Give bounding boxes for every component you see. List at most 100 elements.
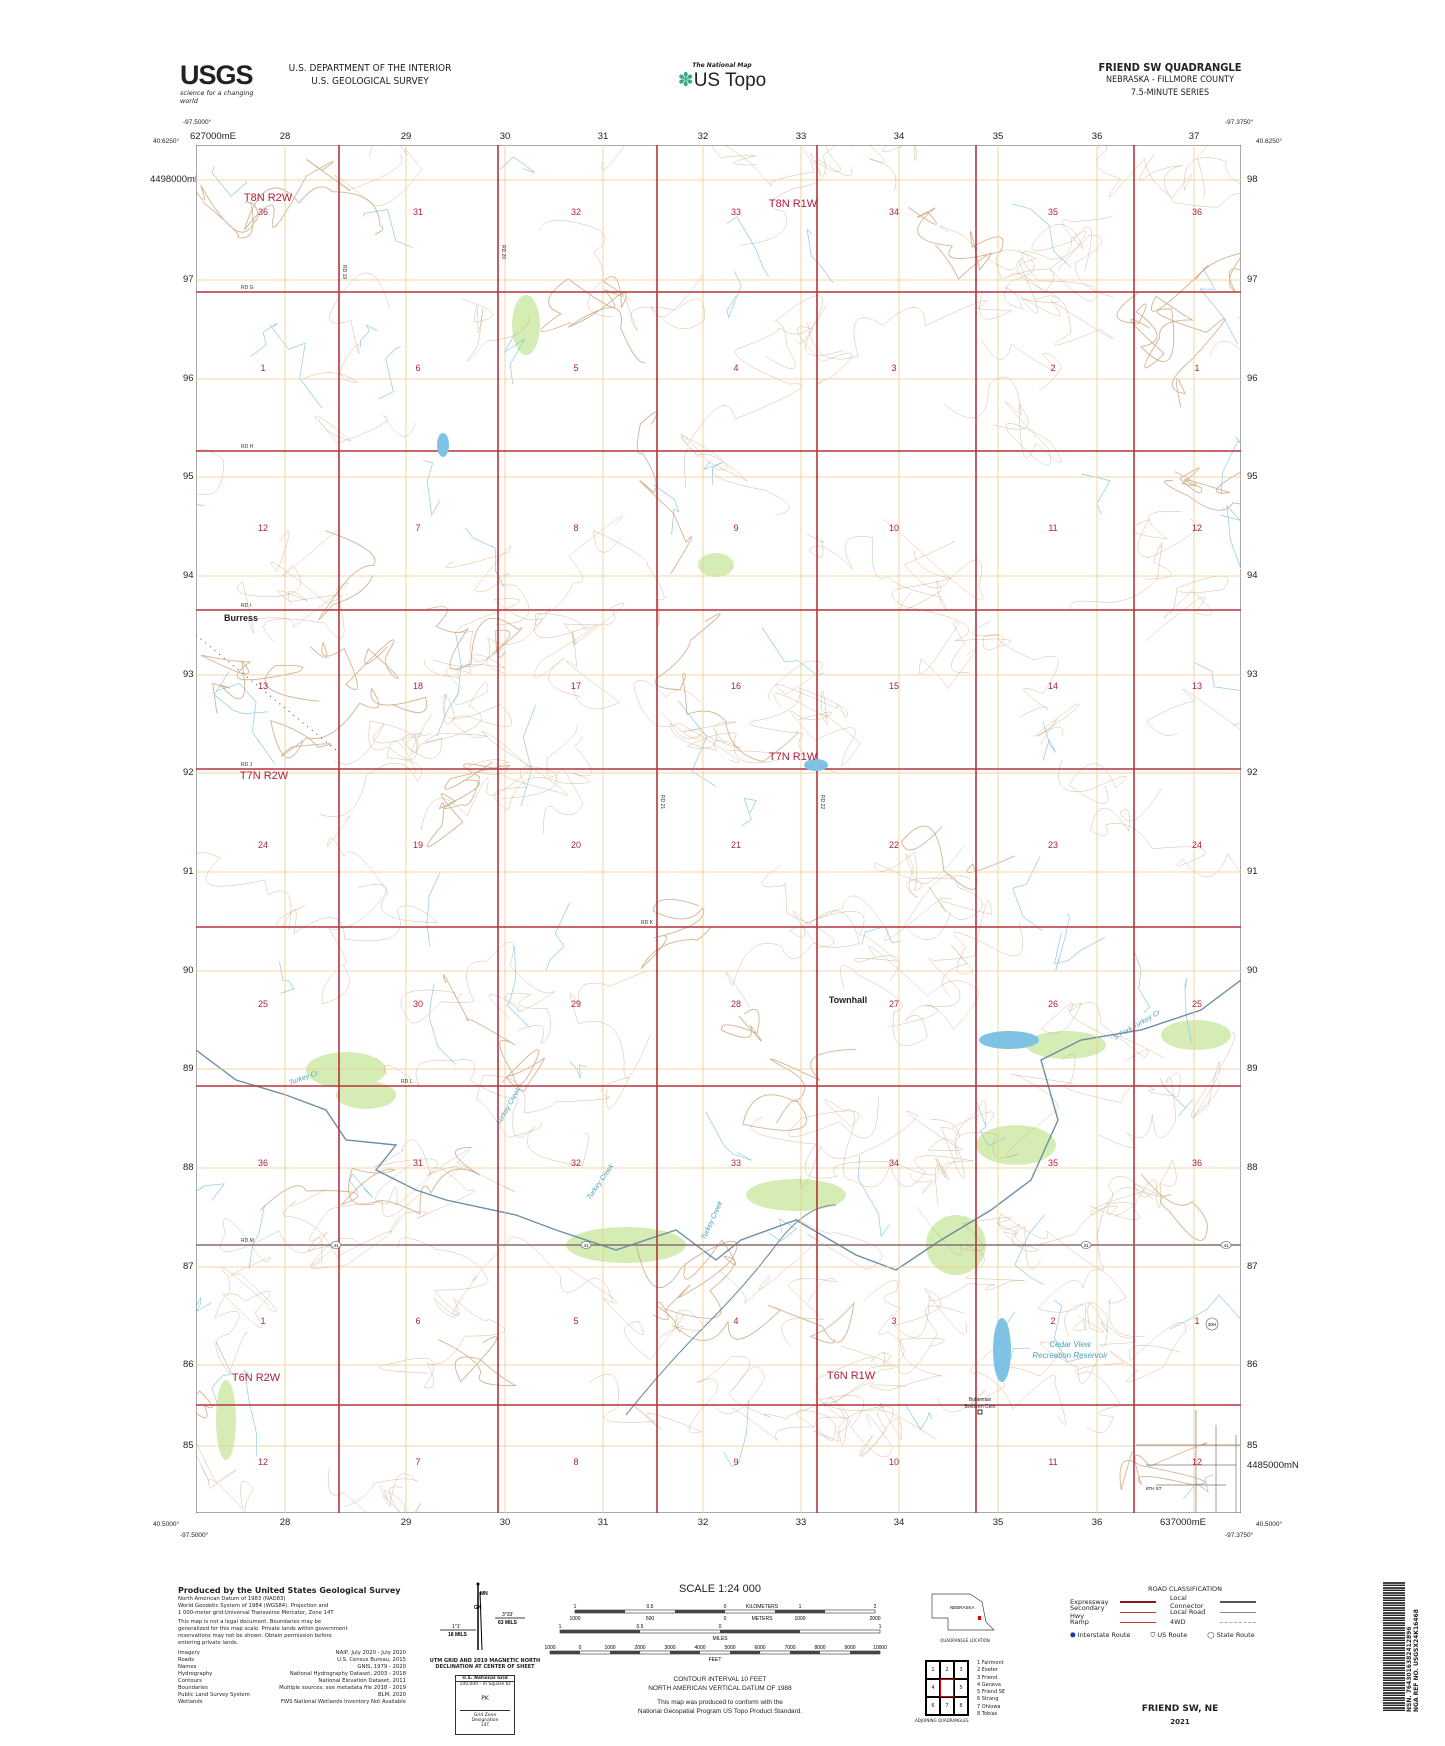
sw-longitude: -97.5000° [180,1532,209,1539]
svg-text:41: 41 [583,1243,589,1248]
intermittent-stream [1014,1214,1045,1285]
grid-tick-label: 95 [183,471,194,482]
usgs-logo: USGS science for a changing world [180,60,254,106]
contour-line [788,1096,940,1188]
contour-line [270,687,428,759]
datum-line: North American Datum of 1983 (NAD83) [178,1596,286,1602]
source-value: GNIS, 1979 - 2020 [357,1664,406,1670]
quadrangle-location-map: NEBRASKA [931,1593,995,1631]
s-fork-turkey-creek [625,1204,837,1416]
scale-label: 1 [559,1624,562,1630]
contour-line [1037,1269,1146,1337]
contour-line [1021,231,1114,302]
topographic-map[interactable]: RD G RD H RD I RD J RD K RD L RD M RD 19 RD 20 RD… [196,145,1241,1513]
grid-tick-label: 86 [1247,1359,1258,1370]
section-number: 1 [1194,363,1199,373]
section-number: 31 [413,1158,423,1168]
datum-line: 1 000-meter grid:Universal Transverse Me… [178,1610,334,1616]
grid-tick-label: 92 [1247,767,1258,778]
source-name: Names [178,1664,197,1670]
contour-line [1041,1002,1165,1061]
source-value: NAIP, July 2020 - July 2020 [335,1650,406,1656]
source-value: National Elevation Dataset, 2011 [318,1678,406,1684]
adjoining-quad-cell: 3 [954,1661,968,1679]
intermittent-stream [726,271,742,319]
svg-text:41: 41 [333,1243,339,1248]
grid-tick-label: 34 [893,1517,905,1528]
contour-line [1145,575,1229,641]
scale-label: 8000 [814,1645,825,1651]
legal-notice-line: generalized for this map scale. Private … [178,1626,348,1632]
credits-block: Produced by the United States Geological… [178,1586,406,1706]
contour-line [384,1059,589,1166]
adjoining-quad-cell: 7 [940,1697,954,1715]
adjoining-quad-cell: 6 [926,1697,940,1715]
road-label: RD H [241,444,254,450]
place-name: Burress [224,613,258,623]
contour-line [806,533,948,612]
intermittent-stream [768,1218,797,1242]
adjoining-quad-name: 1 Fairmont [977,1660,1004,1666]
true-north-star-icon [476,1582,480,1586]
woodland-patch [746,1179,846,1211]
grid-tick-label: 91 [1247,866,1258,877]
woodland-patch [306,1052,386,1088]
grid-tick-label: 637000mE [1160,1517,1206,1528]
legal-notice-line: reservations may not be shown. Obtain pe… [178,1633,332,1639]
contour-line [569,970,651,1079]
quad-location-marker [978,1616,981,1620]
section-roads: RD G RD H RD I RD J RD K RD L RD M RD 19 RD 20 RD… [196,145,1241,1513]
intermittent-stream [976,1101,1006,1147]
interstate-shield-icon: ⬣ [1070,1631,1076,1639]
scale-label: 0 [719,1624,722,1630]
scale-bar-segment [730,1651,760,1654]
contour-line [461,298,530,362]
intermittent-stream [1193,661,1241,691]
intermittent-stream [196,1296,212,1313]
grid-tick-label: 94 [1247,570,1258,581]
adjoining-quad-cell: 8 [954,1697,968,1715]
contour-line [309,639,399,690]
road-label: RD 20 [500,245,506,259]
turkey-creek [196,979,1241,1271]
grid-tick-label: 94 [183,570,194,581]
contour-line [731,1402,902,1443]
grid-tick-label: 93 [1247,669,1258,680]
adjoining-quad-cell: 5 [954,1679,968,1697]
contour-line [196,449,224,522]
section-number: 6 [415,363,420,373]
contour-line [196,1390,213,1419]
contour-line [1190,1032,1236,1119]
contour-line [781,1277,838,1347]
contour-line [888,898,992,1028]
scale-label: 1 [574,1604,577,1610]
svg-text:63 MILS: 63 MILS [498,1620,518,1626]
intermittent-stream [248,1204,265,1270]
section-number: 1 [260,363,265,373]
grid-tick-label: 28 [279,131,291,142]
svg-text:41: 41 [1223,1243,1229,1248]
contour-line [314,415,416,444]
scale-bar [549,1650,881,1655]
contour-line [874,845,971,899]
contour-line [893,1206,1025,1338]
scale-label: 1000 [604,1645,615,1651]
grid-tick-label: 32 [697,131,709,142]
contour-line [680,436,790,515]
contour-line [773,690,861,766]
contour-line [1090,787,1241,878]
barcode [1383,1582,1405,1712]
section-number: 1 [1194,1316,1199,1326]
contour-line [538,220,613,318]
grid-tick-label: 85 [1247,1440,1258,1451]
contour-line [726,908,860,1008]
section-number: 17 [571,681,581,691]
sheet-year: 2021 [1170,1718,1190,1726]
section-number: 22 [889,840,899,850]
woodland-patch [698,553,734,577]
intermittent-stream [213,671,268,715]
contour-line [334,720,422,765]
road-label: RD K [641,920,654,926]
scale-unit: FEET [709,1657,722,1663]
